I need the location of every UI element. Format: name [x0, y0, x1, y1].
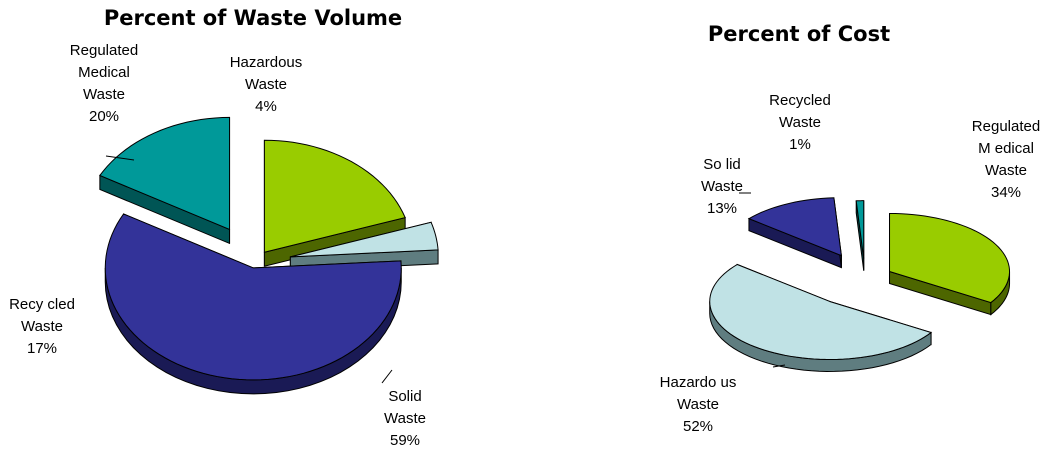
- label-percent: 59%: [389, 432, 421, 449]
- label-percent: 13%: [706, 200, 738, 217]
- slice-label-recycled-cost: Recycled Waste 1%: [769, 90, 831, 156]
- slice-top: [709, 263, 933, 360]
- slice-top: [104, 213, 402, 381]
- label-line: Waste: [985, 162, 1027, 179]
- pie-slice-recycled-waste: [99, 116, 231, 245]
- label-line: Regulated: [69, 42, 139, 59]
- label-percent: 4%: [255, 98, 277, 115]
- slice-label-regulated-medical-volume: Regulated Medical Waste 20%: [70, 40, 138, 128]
- pie-slice-hazardous-waste: [709, 263, 933, 372]
- label-line: So lid: [703, 156, 741, 173]
- chart-title: Percent of Cost: [707, 22, 891, 46]
- leader-line: [105, 155, 135, 161]
- pie-slice-regulated-medical-waste: [263, 139, 406, 267]
- label-line: Hazardous: [229, 54, 303, 71]
- label-line: Recycled: [769, 92, 831, 109]
- label-line: Waste: [701, 178, 743, 195]
- pie-slice-recycled-waste: [855, 200, 865, 271]
- chart-cost: Percent of Cost Regulated M edical Waste…: [527, 0, 1055, 464]
- leader-line: [772, 364, 786, 368]
- label-percent: 17%: [26, 340, 58, 357]
- slice-label-recycled-volume: Recy cled Waste 17%: [9, 294, 75, 360]
- label-line: Solid: [388, 388, 422, 405]
- label-line: Waste: [677, 396, 719, 413]
- chart-title: Percent of Waste Volume: [103, 6, 403, 30]
- slice-label-regulated-medical-cost: Regulated M edical Waste 34%: [972, 116, 1040, 204]
- label-line: Waste: [384, 410, 426, 427]
- slice-label-hazardous-cost: Hazardo us Waste 52%: [660, 372, 737, 438]
- label-line: Waste: [245, 76, 287, 93]
- slice-label-hazardous-volume: Hazardous Waste 4%: [230, 52, 303, 118]
- label-line: Regulated: [971, 118, 1041, 135]
- cost-pie: [709, 192, 1011, 372]
- chart-waste-volume: Percent of Waste Volume Regulated Medica…: [0, 0, 527, 464]
- slice-top: [99, 116, 231, 231]
- label-line: Waste: [83, 86, 125, 103]
- pie-slice-solid-waste: [104, 213, 402, 395]
- label-line: Waste: [779, 114, 821, 131]
- pie-slice-solid-waste: [747, 197, 842, 269]
- label-line: Recy cled: [9, 296, 75, 313]
- slice-top: [855, 200, 865, 259]
- label-line: M edical: [978, 140, 1034, 157]
- slice-top: [889, 212, 1011, 304]
- slice-top: [290, 221, 439, 258]
- label-percent: 1%: [789, 136, 811, 153]
- slice-label-solid-cost: So lid Waste 13%: [701, 154, 743, 220]
- label-percent: 52%: [682, 418, 714, 435]
- label-line: Hazardo us: [659, 374, 737, 391]
- label-line: Medical: [78, 64, 130, 81]
- label-percent: 34%: [990, 184, 1022, 201]
- label-percent: 20%: [88, 108, 120, 125]
- slice-top: [747, 197, 842, 257]
- waste-volume-pie: [99, 116, 439, 395]
- slice-label-solid-volume: Solid Waste 59%: [384, 386, 426, 452]
- label-line: Waste: [21, 318, 63, 335]
- pie-slice-regulated-medical-waste: [889, 212, 1011, 316]
- slice-top: [263, 139, 406, 253]
- leader-line: [381, 369, 393, 384]
